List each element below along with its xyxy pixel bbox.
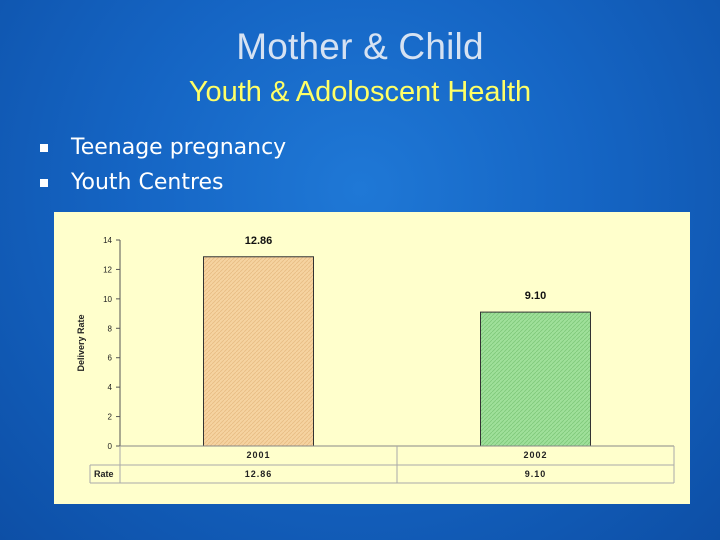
- bullet-text: Teenage pregnancy: [71, 134, 287, 160]
- y-axis-title: Delivery Rate: [76, 314, 86, 371]
- y-tick-label: 2: [108, 413, 113, 422]
- slide-title: Mother & Child: [236, 26, 484, 67]
- x-category-label: 2001: [246, 450, 270, 460]
- y-tick-label: 0: [108, 442, 113, 451]
- bar-value-label: 12.86: [245, 235, 273, 247]
- bullet-item: Teenage pregnancy: [40, 130, 286, 165]
- bullet-list: Teenage pregnancy Youth Centres: [40, 130, 286, 200]
- y-tick-label: 14: [103, 236, 112, 245]
- bar-2002: [480, 311, 591, 447]
- slide-subtitle: Youth & Adoloscent Health: [188, 76, 532, 108]
- y-tick-label: 12: [103, 265, 112, 274]
- bar-2001: [203, 256, 314, 447]
- y-tick-label: 8: [108, 324, 113, 333]
- square-bullet-icon: [40, 143, 48, 152]
- table-cell-value: 12.86: [245, 469, 273, 479]
- square-bullet-icon: [40, 178, 48, 187]
- table-row-label: Rate: [94, 469, 114, 479]
- table-cell-value: 9.10: [525, 469, 547, 479]
- y-tick-label: 6: [108, 354, 113, 363]
- bar-value-label: 9.10: [525, 290, 546, 302]
- bullet-text: Youth Centres: [71, 169, 224, 195]
- bullet-item: Youth Centres: [40, 165, 286, 200]
- x-category-label: 2002: [523, 450, 547, 460]
- y-tick-label: 4: [108, 383, 113, 392]
- y-tick-label: 10: [103, 295, 112, 304]
